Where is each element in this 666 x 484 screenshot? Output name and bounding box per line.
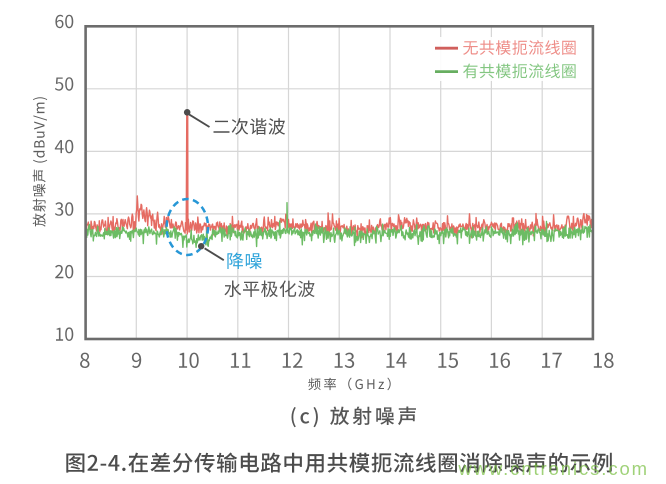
svg-text:www.cntronics.com: www.cntronics.com — [457, 458, 649, 479]
